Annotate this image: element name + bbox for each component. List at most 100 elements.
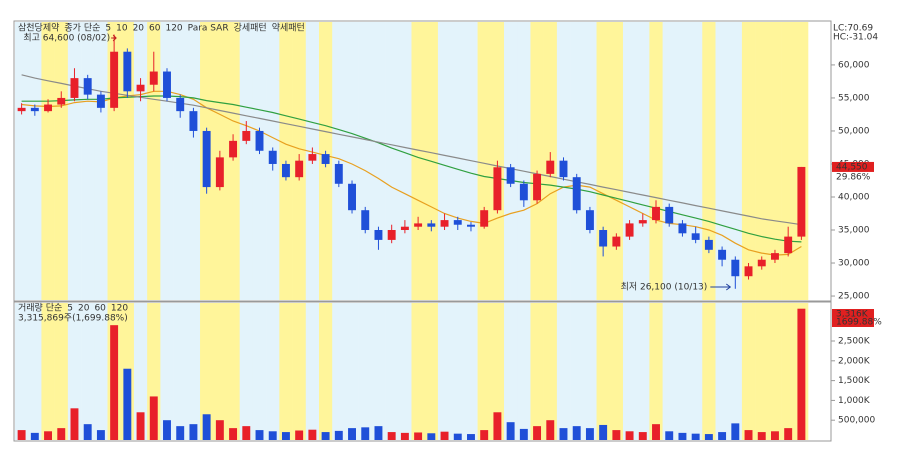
sar-band xyxy=(385,22,399,300)
volume-bar xyxy=(480,430,489,440)
sar-band xyxy=(15,303,29,440)
legend-text: 5 xyxy=(67,304,73,314)
candle-body xyxy=(334,163,343,184)
sar-band xyxy=(266,303,280,440)
y2-tick-label: 1,000K xyxy=(838,396,871,406)
sar-band xyxy=(675,22,690,300)
legend-text: 20 xyxy=(78,304,90,314)
candle-body xyxy=(414,223,423,227)
candle-body xyxy=(189,111,198,131)
volume-bar xyxy=(678,432,687,440)
volume-bar xyxy=(70,408,79,440)
volume-bar xyxy=(281,432,290,440)
volume-bar xyxy=(427,433,436,440)
sar-band xyxy=(741,303,756,440)
volume-bar xyxy=(506,422,515,440)
sar-band xyxy=(358,22,373,300)
sar-band xyxy=(437,22,452,300)
sar-band xyxy=(173,303,188,440)
sar-band xyxy=(213,303,227,440)
sar-band xyxy=(477,303,492,440)
last-price: 44,550 xyxy=(836,162,868,172)
sar-band xyxy=(728,303,743,440)
high-arrow xyxy=(111,34,117,42)
candle-body xyxy=(110,51,119,108)
y2-tick-label: 2,000K xyxy=(838,356,871,366)
sar-band xyxy=(702,22,716,300)
sar-band xyxy=(239,303,254,440)
volume-bar xyxy=(533,426,542,440)
last-volume-change: 1699.88% xyxy=(836,318,882,328)
sar-band xyxy=(411,22,426,300)
candle-body xyxy=(176,97,185,112)
low-annotation: 최저 26,100 (10/13) xyxy=(621,282,708,293)
sar-band xyxy=(622,22,637,300)
volume-bar xyxy=(176,426,185,440)
sar-band xyxy=(530,303,544,440)
volume-bar xyxy=(585,428,594,440)
volume-bar xyxy=(149,396,158,440)
sar-band xyxy=(120,22,135,300)
candle-body xyxy=(704,239,713,250)
candle-body xyxy=(440,220,449,227)
sar-band xyxy=(345,303,359,440)
volume-bar xyxy=(57,428,66,440)
volume-bar xyxy=(110,325,119,440)
volume-bar xyxy=(599,424,608,440)
sar-band xyxy=(186,22,201,300)
volume-bar xyxy=(665,431,674,440)
sar-band xyxy=(702,303,716,440)
candle-body xyxy=(255,130,264,151)
volume-bar xyxy=(123,368,132,440)
sar-band xyxy=(675,303,690,440)
sar-band xyxy=(794,22,809,300)
legend-text: 120 xyxy=(165,24,182,34)
volume-bar xyxy=(757,432,766,440)
sar-band xyxy=(517,303,531,440)
candle-body xyxy=(387,230,396,240)
volume-summary: 3,315,869주(1,699.88%) xyxy=(18,313,128,324)
candle-body xyxy=(427,223,436,227)
volume-bar xyxy=(44,431,53,440)
candle-body xyxy=(744,266,753,277)
volume-bar xyxy=(638,432,647,440)
hc-label: HC:-31.04 xyxy=(833,33,878,43)
candle-body xyxy=(678,223,687,234)
candle-body xyxy=(453,220,462,225)
volume-bar xyxy=(519,428,528,440)
y-tick-label: 25,000 xyxy=(838,292,870,302)
sar-band xyxy=(649,303,663,440)
legend-text: 20 xyxy=(133,24,145,34)
candle-body xyxy=(638,220,647,224)
last-change: 29.86% xyxy=(836,172,871,182)
candle-body xyxy=(123,51,132,92)
sar-band xyxy=(622,303,637,440)
sar-band xyxy=(649,22,663,300)
volume-bar xyxy=(572,426,581,440)
sar-band xyxy=(781,303,796,440)
legend-text: 거래량 단순 xyxy=(18,302,62,314)
sar-band xyxy=(504,22,518,300)
sar-band xyxy=(689,22,703,300)
volume-bar xyxy=(321,432,330,440)
sar-band xyxy=(464,303,478,440)
candle-body xyxy=(533,173,542,201)
volume-bar xyxy=(136,412,145,440)
volume-bar xyxy=(215,420,224,440)
sar-band xyxy=(41,22,55,300)
volume-bar xyxy=(797,308,806,440)
sar-band xyxy=(358,303,373,440)
y-tick-label: 60,000 xyxy=(838,60,870,70)
candle-body xyxy=(652,206,660,221)
sar-band xyxy=(173,22,188,300)
volume-bar xyxy=(374,426,383,440)
sar-band xyxy=(67,303,82,440)
sar-band xyxy=(662,303,677,440)
sar-band xyxy=(371,22,386,300)
volume-bar xyxy=(440,431,449,440)
volume-bar xyxy=(467,434,475,440)
candle-body xyxy=(202,130,211,188)
volume-bar xyxy=(361,427,370,440)
sar-band xyxy=(424,303,439,440)
sar-band xyxy=(609,303,624,440)
